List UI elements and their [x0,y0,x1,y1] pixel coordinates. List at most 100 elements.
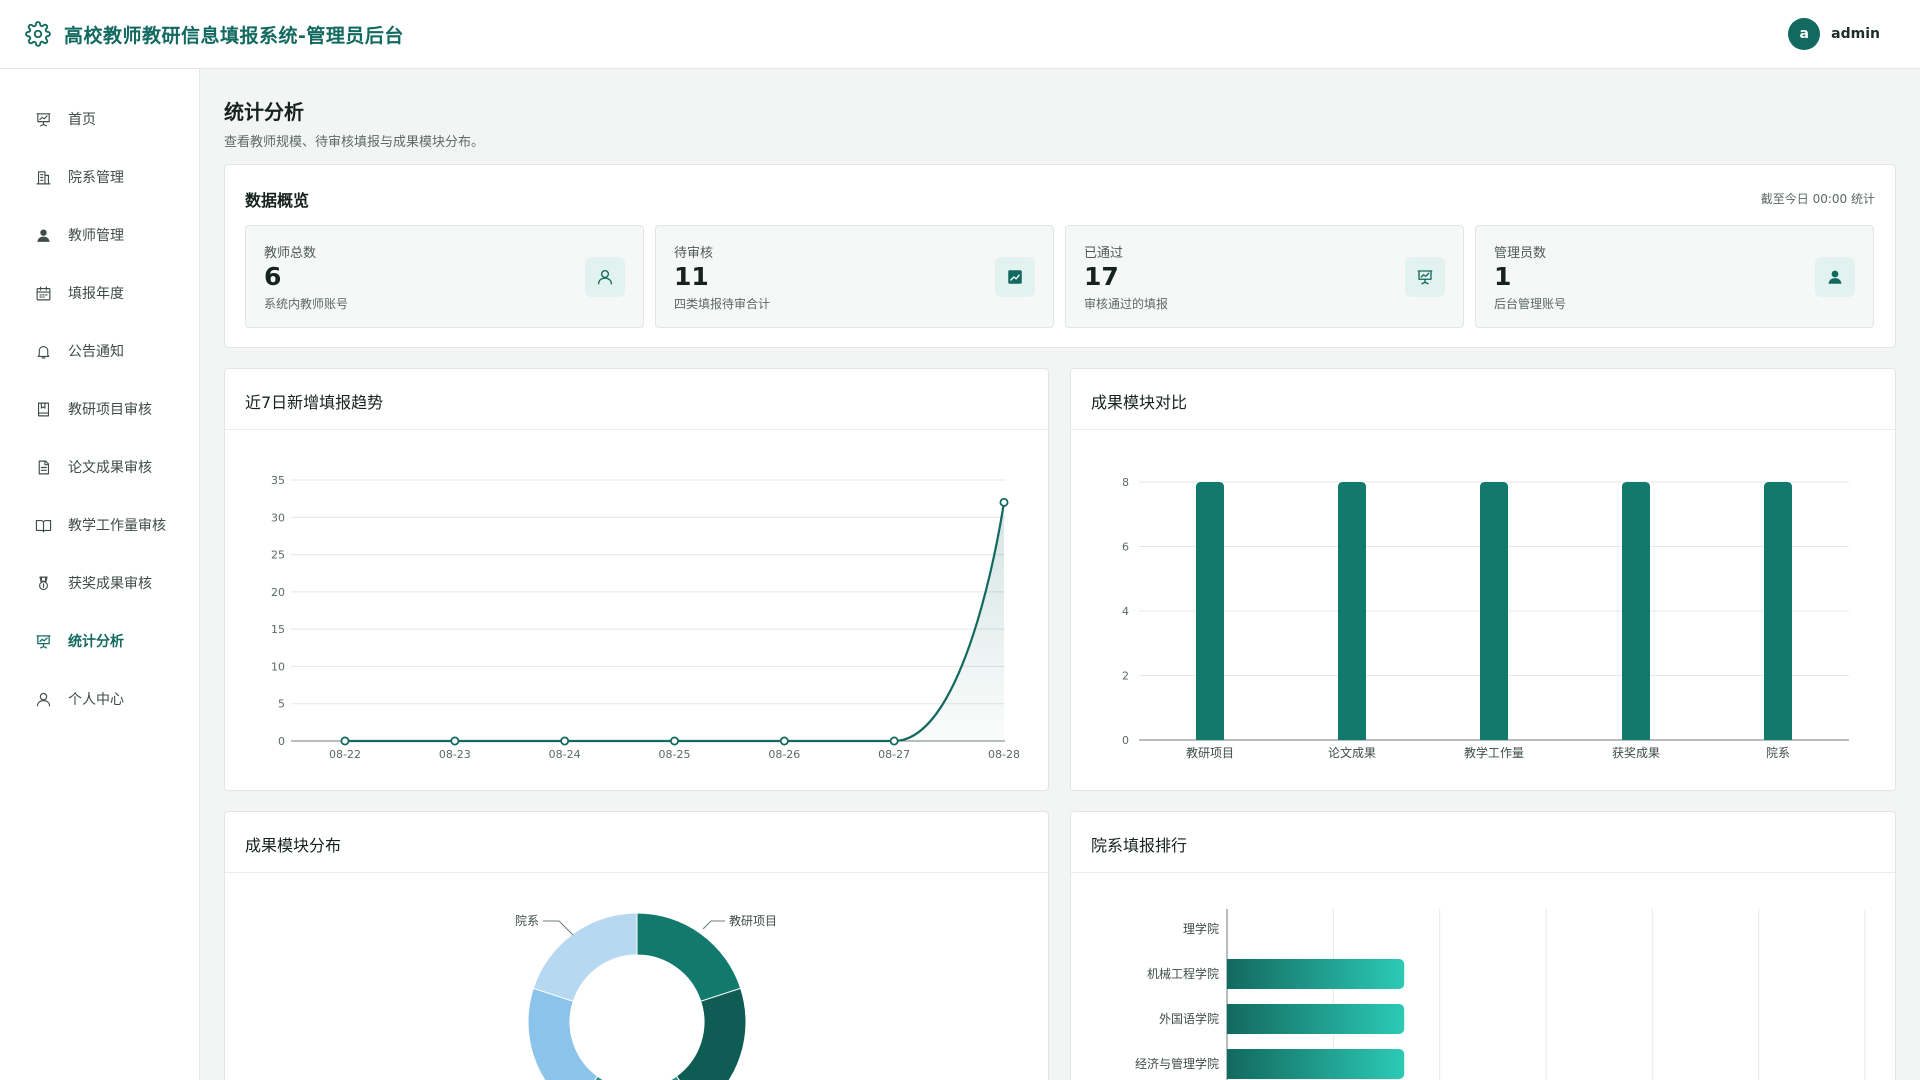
sidebar-item-label: 统计分析 [68,634,124,650]
y-tick-label: 8 [1122,476,1129,489]
sidebar-item-label: 填报年度 [68,286,124,302]
data-point [779,736,789,746]
stat-label: 教师总数 [264,246,317,261]
trend-chart-panel: 近7日新增填报趋势 0 5 10 15 20 25 30 35 08-22 08-23 08-24 0… [224,368,1049,791]
y-tick-label: 机械工程学院 [1147,966,1219,981]
document-icon [34,458,52,476]
sidebar-item-project-review[interactable]: 教研项目审核 [0,380,199,438]
stat-desc: 四类填报待审合计 [674,297,771,311]
donut-slice [675,987,747,1080]
x-tick-label: 08-26 [768,748,800,761]
x-tick-label: 论文成果 [1328,745,1376,760]
y-tick-label: 0 [278,735,285,748]
x-tick-label: 院系 [1766,746,1790,760]
bar [1196,482,1224,740]
presentation-chart-icon [1405,257,1445,297]
x-tick-label: 08-24 [549,748,581,761]
sidebar-item-departments[interactable]: 院系管理 [0,148,199,206]
y-tick-label: 35 [271,474,285,487]
sidebar-item-label: 首页 [68,112,96,128]
book-icon [34,516,52,534]
x-tick-label: 获奖成果 [1612,746,1660,760]
stat-timestamp: 截至今日 00:00 统计 [1760,192,1875,206]
y-tick-label: 2 [1122,670,1129,683]
overview-card: 数据概览 截至今日 00:00 统计 教师总数 6 系统内教师账号 待审核 11… [224,164,1896,348]
username[interactable]: admin [1831,26,1880,42]
avatar[interactable]: a [1788,18,1821,50]
sidebar-item-profile[interactable]: 个人中心 [0,670,199,728]
y-tick-label: 25 [271,549,285,562]
sidebar-item-award-review[interactable]: 获奖成果审核 [0,554,199,612]
slice-label: 教研项目 [729,913,777,928]
sidebar-item-statistics[interactable]: 统计分析 [0,612,199,670]
x-tick-label: 08-27 [878,748,910,761]
data-point [889,736,899,746]
stat-value: 11 [674,262,709,291]
x-tick-label: 08-22 [329,748,361,761]
trend-chart-icon [995,257,1035,297]
ranking-chart-title: 院系填报排行 [1091,836,1188,855]
slice-label: 院系 [515,914,539,928]
page-subtitle: 查看教师规模、待审核填报与成果模块分布。 [224,135,485,150]
ranking-chart-panel: 院系填报排行 理学院机械工程学院外国语学院经济与管理学院 [1070,811,1896,1080]
y-tick-label: 0 [1122,734,1129,747]
data-point [669,736,679,746]
series-line [345,502,1006,743]
stat-desc: 系统内教师账号 [264,297,349,311]
y-tick-label: 理学院 [1183,921,1219,936]
distribution-chart-panel: 成果模块分布 教研项目 院系 [224,811,1049,1080]
user-outline-icon [585,257,625,297]
sidebar-item-label: 教研项目审核 [68,402,152,418]
stat-desc: 审核通过的填报 [1084,297,1169,311]
label-leader [702,920,725,930]
user-menu[interactable]: a admin [1788,18,1880,50]
sidebar-item-workload-review[interactable]: 教学工作量审核 [0,496,199,554]
divider [225,872,1048,873]
sidebar-item-label: 教学工作量审核 [68,518,166,534]
module-donut-chart: 教研项目 院系 [515,912,777,1080]
sidebar-item-notices[interactable]: 公告通知 [0,322,199,380]
bar [1338,482,1366,740]
sidebar-item-label: 论文成果审核 [68,460,152,476]
bar [1622,482,1650,740]
y-tick-label: 20 [271,586,285,599]
building-icon [34,168,52,186]
x-tick-label: 08-28 [988,748,1020,761]
series-area [345,502,1004,741]
stat-desc: 后台管理账号 [1494,297,1567,311]
data-point [560,736,570,746]
sidebar-item-label: 公告通知 [68,344,124,360]
trend-chart-title: 近7日新增填报趋势 [245,393,384,412]
bar [1227,1049,1405,1079]
y-tick-label: 外国语学院 [1159,1011,1219,1026]
bar [1227,959,1405,989]
bar [1227,1004,1405,1034]
sidebar-item-teachers[interactable]: 教师管理 [0,206,199,264]
user-outline-icon [34,690,52,708]
data-point [999,497,1009,507]
user-icon [1815,257,1855,297]
medal-icon [34,574,52,592]
stat-card-pending: 待审核 11 四类填报待审合计 [655,225,1054,328]
page-title: 统计分析 [224,100,304,124]
donut-slice [532,912,638,1002]
sidebar-item-home[interactable]: 首页 [0,90,199,148]
app-header: 高校教师教研信息填报系统-管理员后台 a admin [0,0,1920,69]
gear-icon [24,20,52,48]
notebook-icon [34,400,52,418]
y-tick-label: 5 [278,698,285,711]
sidebar-item-paper-review[interactable]: 论文成果审核 [0,438,199,496]
bar [1764,482,1792,740]
presentation-chart-icon [34,110,52,128]
label-leader [543,920,574,936]
donut-slice [636,912,742,1002]
x-tick-label: 08-23 [439,748,471,761]
y-tick-label: 15 [271,623,285,636]
bell-icon [34,342,52,360]
sidebar-item-years[interactable]: 填报年度 [0,264,199,322]
presentation-chart-icon [34,632,52,650]
stat-label: 待审核 [674,246,714,261]
y-tick-label: 经济与管理学院 [1135,1056,1219,1071]
compare-chart-panel: 成果模块对比 0 2 4 6 8 教研项目 论文成果 教学工作量 获奖成果 院系 [1070,368,1896,791]
